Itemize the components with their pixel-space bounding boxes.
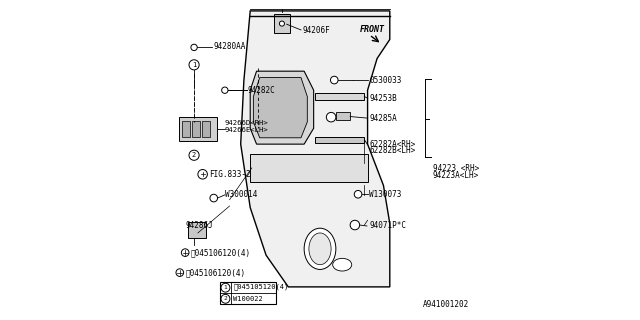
Text: FRONT: FRONT	[360, 25, 385, 35]
Text: 94280AA: 94280AA	[214, 42, 246, 51]
Text: 94253B: 94253B	[369, 94, 397, 103]
Text: 2: 2	[192, 152, 196, 158]
Text: Ⓢ045106120(4): Ⓢ045106120(4)	[185, 268, 245, 277]
Bar	[274, 14, 290, 33]
Text: 62282A<RH>: 62282A<RH>	[369, 140, 415, 149]
Text: W100022: W100022	[234, 296, 263, 302]
Bar	[316, 137, 364, 142]
Text: A941001202: A941001202	[423, 300, 469, 309]
Circle shape	[355, 190, 362, 198]
Circle shape	[350, 220, 360, 230]
Text: Ⓢ045105120(4): Ⓢ045105120(4)	[234, 284, 289, 290]
Text: 94223A<LH>: 94223A<LH>	[433, 171, 479, 180]
Circle shape	[198, 170, 207, 179]
Text: 1: 1	[192, 62, 196, 68]
Text: 94286J: 94286J	[185, 221, 213, 230]
Polygon shape	[250, 154, 367, 182]
Circle shape	[189, 150, 199, 160]
Text: W300014: W300014	[225, 190, 257, 199]
Circle shape	[210, 194, 218, 202]
Text: 94266D<RH>: 94266D<RH>	[225, 120, 269, 126]
Text: 62282B<LH>: 62282B<LH>	[369, 146, 415, 155]
Polygon shape	[241, 11, 390, 287]
Text: 94285A: 94285A	[369, 114, 397, 123]
Polygon shape	[250, 71, 314, 144]
Circle shape	[330, 76, 338, 84]
Bar	[188, 222, 206, 238]
Bar	[220, 282, 276, 304]
Circle shape	[181, 249, 189, 256]
Ellipse shape	[304, 228, 336, 269]
Polygon shape	[253, 77, 307, 138]
Text: 94282C: 94282C	[247, 86, 275, 95]
Circle shape	[221, 283, 230, 292]
Bar	[179, 117, 217, 141]
Bar	[336, 112, 350, 120]
Text: 0530033: 0530033	[369, 76, 401, 84]
Ellipse shape	[309, 233, 331, 265]
Circle shape	[326, 112, 336, 122]
Circle shape	[221, 294, 230, 303]
Circle shape	[176, 269, 184, 276]
Circle shape	[189, 60, 199, 70]
Ellipse shape	[333, 258, 352, 271]
Circle shape	[191, 44, 197, 51]
Circle shape	[280, 21, 284, 26]
Bar	[202, 121, 211, 137]
Text: 94223 <RH>: 94223 <RH>	[433, 164, 479, 173]
Bar	[316, 93, 364, 100]
Circle shape	[221, 87, 228, 93]
Text: Ⓢ045106120(4): Ⓢ045106120(4)	[191, 248, 251, 257]
Text: 94071P*C: 94071P*C	[369, 221, 406, 230]
Text: 2: 2	[223, 296, 227, 301]
Text: W130073: W130073	[369, 190, 401, 199]
Bar	[192, 121, 200, 137]
Text: 94206F: 94206F	[303, 26, 330, 35]
Text: 1: 1	[223, 285, 227, 290]
Text: FIG.833-2: FIG.833-2	[209, 170, 251, 179]
Bar	[182, 121, 190, 137]
Text: 94266E<LH>: 94266E<LH>	[225, 127, 269, 133]
